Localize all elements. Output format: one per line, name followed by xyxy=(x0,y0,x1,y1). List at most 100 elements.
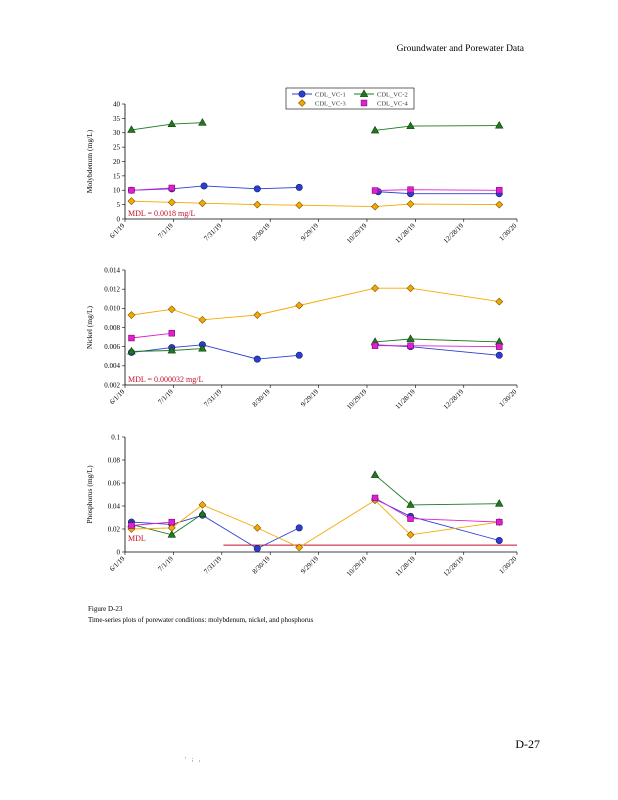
data-point xyxy=(496,343,503,350)
series-line xyxy=(131,344,300,360)
chart-panel-1: 0 5 10 15 20 25 30 35 40 6/1/19 7/1/19 7/31/19 8/30/… xyxy=(85,87,519,245)
chart-panel-2: 0.002 0.004 0.006 0.008 0.010 0.012 0.014 6/1/1… xyxy=(85,266,519,411)
series-line xyxy=(131,122,203,131)
y-tick-label: 10 xyxy=(113,187,121,195)
y-tick-label: 0.008 xyxy=(104,324,120,332)
series-line xyxy=(131,499,500,548)
chart-panel-3: 0 0.02 0.04 0.06 0.08 0.1 6/1/19 7/1/19 7/31/19 8… xyxy=(85,433,519,578)
data-point xyxy=(128,187,135,194)
data-point xyxy=(495,200,504,209)
series-line xyxy=(374,125,500,131)
data-point xyxy=(253,200,262,209)
x-tick-label: 7/1/19 xyxy=(157,554,176,573)
figure-caption: Figure D-23 Time-series plots of porewat… xyxy=(88,604,313,626)
y-tick-label: 35 xyxy=(113,115,121,123)
x-tick-label: 12/28/19 xyxy=(442,554,466,578)
legend-marker xyxy=(359,89,369,97)
data-point xyxy=(406,284,415,293)
y-tick-label: 0.08 xyxy=(108,456,121,464)
y-tick-label: 0.06 xyxy=(108,479,121,487)
legend-label: CDL_VC-1 xyxy=(315,91,346,98)
y-tick-label: 0.014 xyxy=(104,266,120,274)
y-tick-label: 0.012 xyxy=(104,286,120,294)
x-tick-label: 12/28/19 xyxy=(442,387,466,411)
series-line xyxy=(131,332,172,339)
series-line xyxy=(374,189,500,191)
series-cdl-vc-2 xyxy=(127,470,504,538)
mdl-label: MDL = 0.0018 mg/L xyxy=(128,209,195,218)
legend-marker xyxy=(298,99,306,107)
x-tick-label: 10/29/19 xyxy=(345,554,369,578)
y-tick-label: 0 xyxy=(117,548,121,556)
data-point xyxy=(295,351,303,359)
data-point xyxy=(127,346,136,355)
series-line xyxy=(378,191,500,195)
series-line xyxy=(131,185,300,191)
y-tick-label: 0.04 xyxy=(108,502,121,510)
data-point xyxy=(295,543,304,552)
data-point xyxy=(295,301,304,310)
series-cdl-vc-4 xyxy=(128,494,503,529)
data-point xyxy=(406,530,415,539)
data-point xyxy=(371,494,379,502)
data-point xyxy=(407,186,414,193)
data-point xyxy=(198,199,207,208)
x-tick-label: 6/1/19 xyxy=(108,387,127,406)
x-tick-label: 6/1/19 xyxy=(108,554,127,573)
y-tick-label: 0.1 xyxy=(111,433,120,441)
data-point xyxy=(406,200,415,208)
data-point xyxy=(167,523,176,532)
mdl-label: MDL = 0.000032 mg/L xyxy=(128,375,203,384)
series-cdl-vc-3 xyxy=(127,496,504,552)
x-tick-label: 9/29/19 xyxy=(299,554,320,575)
y-axis-label: Phosphorus (mg/L) xyxy=(85,465,94,524)
data-point xyxy=(127,197,136,206)
data-point xyxy=(253,311,262,319)
y-tick-label: 20 xyxy=(113,158,121,166)
data-point xyxy=(371,342,379,349)
data-point xyxy=(495,499,504,507)
data-point xyxy=(295,183,303,191)
data-point xyxy=(198,343,207,352)
series-line xyxy=(374,474,500,506)
data-point xyxy=(295,201,304,210)
data-point xyxy=(253,545,261,553)
y-tick-label: 0.010 xyxy=(104,305,120,313)
legend-marker xyxy=(298,90,306,98)
x-tick-label: 9/29/19 xyxy=(299,387,320,408)
x-tick-label: 7/31/19 xyxy=(202,387,223,408)
series-cdl-vc-1 xyxy=(127,341,503,363)
series-line xyxy=(131,514,300,550)
y-tick-label: 15 xyxy=(113,172,121,180)
x-tick-label: 7/1/19 xyxy=(157,221,176,240)
data-point xyxy=(371,202,379,211)
data-point xyxy=(371,284,379,293)
data-point xyxy=(198,500,207,509)
series-cdl-vc-4 xyxy=(128,184,503,194)
series-line xyxy=(131,287,500,321)
series-line xyxy=(131,187,172,191)
legend-marker xyxy=(360,99,368,107)
y-tick-label: 40 xyxy=(113,100,121,108)
data-point xyxy=(496,518,503,526)
y-tick-label: 0 xyxy=(117,215,121,223)
legend-label: CDL_VC-4 xyxy=(377,100,408,107)
data-point xyxy=(370,125,380,134)
x-tick-label: 6/1/19 xyxy=(108,221,127,240)
caption-description: Time-series plots of porewater condition… xyxy=(88,616,314,624)
data-point xyxy=(406,500,415,508)
series-cdl-vc-4 xyxy=(128,330,503,350)
data-point xyxy=(495,351,503,359)
series-cdl-vc-2 xyxy=(127,334,504,355)
caption-figure-number: Figure D-23 xyxy=(88,605,123,613)
y-tick-label: 0.002 xyxy=(104,381,120,389)
x-tick-label: 8/30/19 xyxy=(251,221,272,242)
data-point xyxy=(128,522,135,529)
data-point xyxy=(198,509,207,517)
data-point xyxy=(495,536,503,544)
chart-legend: CDL_VC-1 CDL_VC-2 CDL_VC-3 CDL_VC-4 xyxy=(285,87,415,110)
x-tick-label: 7/31/19 xyxy=(202,554,223,575)
series-cdl-vc-3 xyxy=(127,197,504,211)
data-point xyxy=(128,334,135,342)
